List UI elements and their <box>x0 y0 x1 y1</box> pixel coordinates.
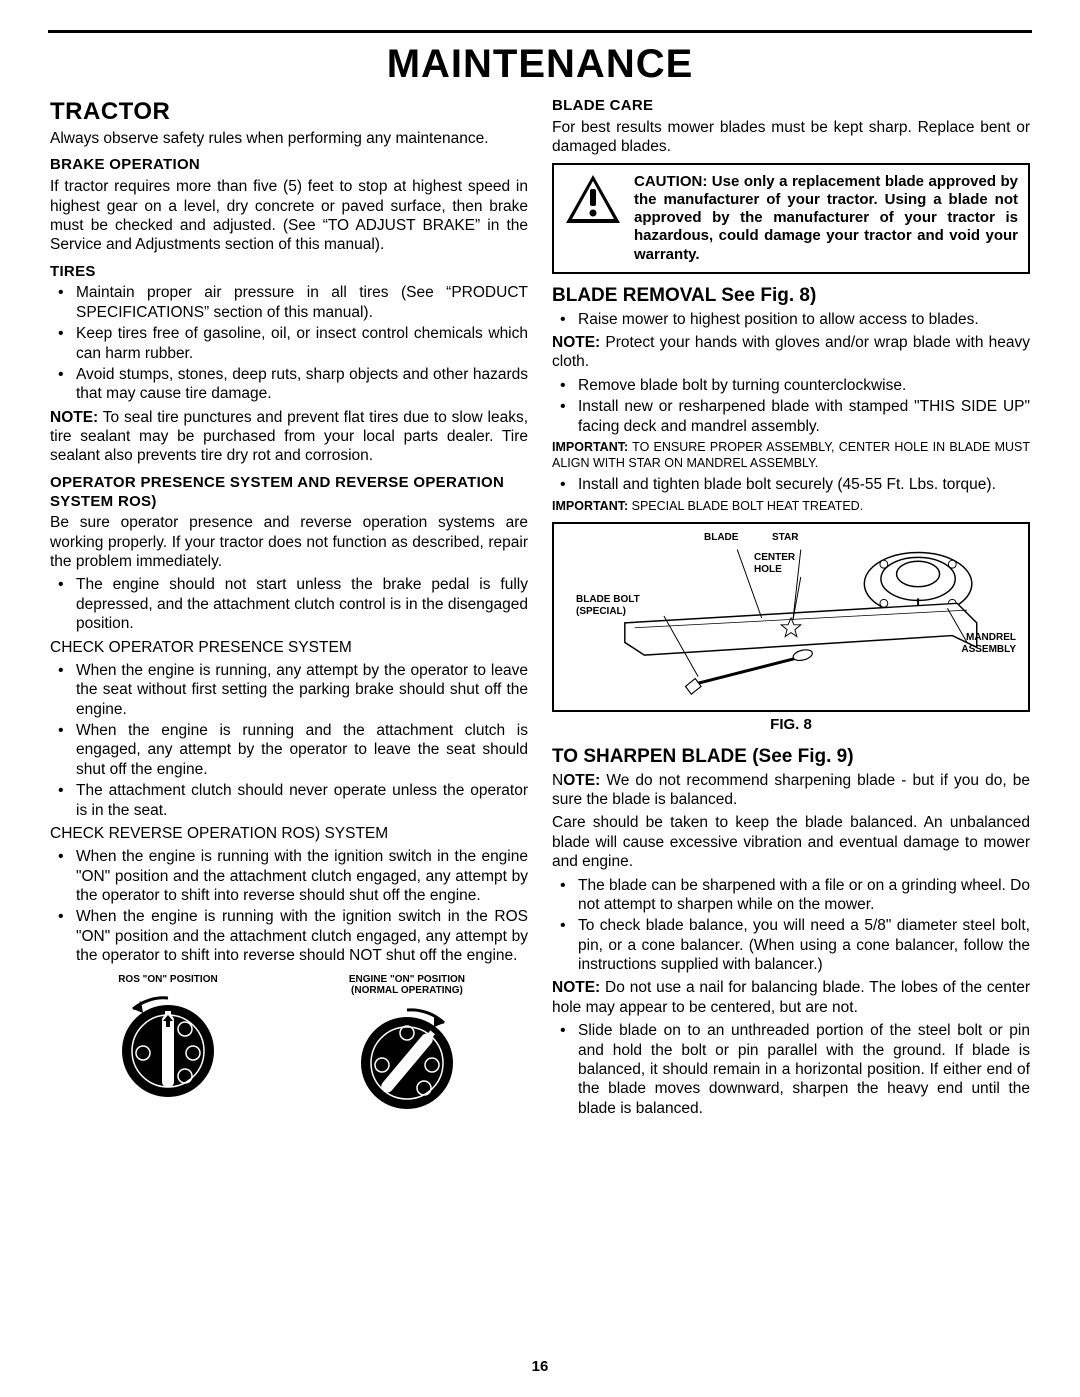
note-body: To seal tire punctures and prevent flat … <box>50 409 528 465</box>
imp-body: SPECIAL BLADE BOLT HEAT TREATED. <box>628 499 863 513</box>
list-item: Slide blade on to an unthreaded portion … <box>552 1021 1030 1118</box>
ign-right-line1: ENGINE "ON" POSITION <box>349 974 465 985</box>
list-item: When the engine is running, any attempt … <box>50 661 528 719</box>
ros-list: When the engine is running with the igni… <box>50 847 528 965</box>
page-number: 16 <box>0 1358 1080 1375</box>
removal-note: NOTE: Protect your hands with gloves and… <box>552 333 1030 372</box>
blade-care-text: For best results mower blades must be ke… <box>552 118 1030 157</box>
fig-label-star: STAR <box>772 532 798 545</box>
figure-8-box: BLADE STAR CENTER HOLE BLADE BOLT (SPECI… <box>552 522 1030 712</box>
page-title: MAINTENANCE <box>50 42 1030 87</box>
note-body: Protect your hands with gloves and/or wr… <box>552 334 1030 370</box>
sharpen-list-2: Slide blade on to an unthreaded portion … <box>552 1021 1030 1118</box>
fig-8-caption: FIG. 8 <box>552 716 1030 735</box>
ignition-diagrams: ROS "ON" POSITION ENGINE "ON" POSITION( <box>50 974 528 1118</box>
caution-box: CAUTION: Use only a replacement blade ap… <box>552 163 1030 274</box>
blade-care-heading: BLADE CARE <box>552 97 1030 116</box>
check-ops-heading: CHECK OPERATOR PRESENCE SYSTEM <box>50 638 528 657</box>
important-1: IMPORTANT: TO ENSURE PROPER ASSEMBLY, CE… <box>552 440 1030 471</box>
brake-text: If tractor requires more than five (5) f… <box>50 177 528 255</box>
tires-note: NOTE: To seal tire punctures and prevent… <box>50 408 528 466</box>
list-item: When the engine is running and the attac… <box>50 721 528 779</box>
list-item: The attachment clutch should never opera… <box>50 781 528 820</box>
removal-list-1: Raise mower to highest position to allow… <box>552 310 1030 329</box>
imp-lead: IMPORTANT: <box>552 440 628 454</box>
ops-text: Be sure operator presence and reverse op… <box>50 513 528 571</box>
removal-list-2: Remove blade bolt by turning countercloc… <box>552 376 1030 436</box>
sharpen-list-1: The blade can be sharpened with a file o… <box>552 876 1030 975</box>
fig-label-blade: BLADE <box>704 532 738 545</box>
ign-right-line2: (NORMAL OPERATING) <box>351 985 463 996</box>
ign-right-label: ENGINE "ON" POSITION(NORMAL OPERATING) <box>349 974 465 997</box>
brake-heading: BRAKE OPERATION <box>50 156 528 175</box>
note-lead: NOTE: <box>50 409 98 426</box>
check-ros-heading: CHECK REVERSE OPERATION ROS) SYSTEM <box>50 824 528 843</box>
list-item: Install and tighten blade bolt securely … <box>552 475 1030 494</box>
content-columns: TRACTOR Always observe safety rules when… <box>50 97 1030 1122</box>
ops-list-2: When the engine is running, any attempt … <box>50 661 528 820</box>
warning-icon <box>564 173 622 227</box>
note-body: Do not use a nail for balancing blade. T… <box>552 979 1030 1015</box>
important-2: IMPORTANT: SPECIAL BLADE BOLT HEAT TREAT… <box>552 499 1030 515</box>
ignition-engine-icon <box>352 1003 462 1113</box>
note-lead: NOTE: <box>552 334 600 351</box>
list-item: The blade can be sharpened with a file o… <box>552 876 1030 915</box>
right-column: BLADE CARE For best results mower blades… <box>552 97 1030 1122</box>
imp-lead: IMPORTANT: <box>552 499 628 513</box>
blade-removal-heading: BLADE REMOVAL See Fig. 8) <box>552 284 1030 308</box>
tires-list: Maintain proper air pressure in all tire… <box>50 283 528 403</box>
fig-label-mandrel2: ASSEMBLY <box>961 644 1016 657</box>
fig-label-mandrel1: MANDREL <box>966 632 1016 645</box>
list-item: Maintain proper air pressure in all tire… <box>50 283 528 322</box>
left-column: TRACTOR Always observe safety rules when… <box>50 97 528 1122</box>
list-item: The engine should not start unless the b… <box>50 575 528 633</box>
list-item: Install new or resharpened blade with st… <box>552 397 1030 436</box>
note-lead: NOTE: <box>552 979 600 996</box>
tires-heading: TIRES <box>50 263 528 282</box>
ign-left-label: ROS "ON" POSITION <box>113 974 223 986</box>
removal-list-3: Install and tighten blade bolt securely … <box>552 475 1030 494</box>
fig-label-bolt1: BLADE BOLT <box>576 594 640 607</box>
ops-list-1: The engine should not start unless the b… <box>50 575 528 633</box>
fig-label-hole: HOLE <box>754 564 782 577</box>
list-item: When the engine is running with the igni… <box>50 847 528 905</box>
fig-label-center: CENTER <box>754 552 795 565</box>
sharpen-text: Care should be taken to keep the blade b… <box>552 813 1030 871</box>
top-rule <box>48 30 1032 33</box>
sharpen-heading: TO SHARPEN BLADE (See Fig. 9) <box>552 745 1030 769</box>
ignition-left: ROS "ON" POSITION <box>113 974 223 1118</box>
list-item: Remove blade bolt by turning countercloc… <box>552 376 1030 395</box>
list-item: Raise mower to highest position to allow… <box>552 310 1030 329</box>
list-item: When the engine is running with the igni… <box>50 907 528 965</box>
list-item: Avoid stumps, stones, deep ruts, sharp o… <box>50 365 528 404</box>
tractor-intro: Always observe safety rules when perform… <box>50 129 528 148</box>
list-item: To check blade balance, you will need a … <box>552 916 1030 974</box>
ops-heading: OPERATOR PRESENCE SYSTEM AND REVERSE OP­… <box>50 474 528 512</box>
ignition-right: ENGINE "ON" POSITION(NORMAL OPERATING) <box>349 974 465 1118</box>
ignition-ros-icon <box>113 991 223 1101</box>
note-body: We do not recommend sharpening blade - b… <box>552 772 1030 808</box>
tractor-heading: TRACTOR <box>50 97 528 127</box>
fig-label-bolt2: (SPECIAL) <box>576 606 626 619</box>
sharpen-note1: NNOTE:OTE: We do not recommend sharpenin… <box>552 771 1030 810</box>
caution-text: CAUTION: Use only a replacement blade ap… <box>634 173 1018 264</box>
sharpen-note2: NOTE: Do not use a nail for balancing bl… <box>552 978 1030 1017</box>
list-item: Keep tires free of gasoline, oil, or ins… <box>50 324 528 363</box>
